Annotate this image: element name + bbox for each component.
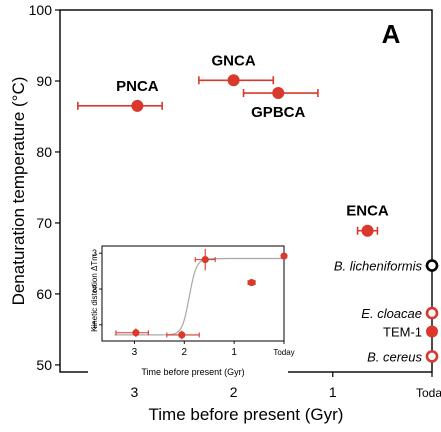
main-points: PNCA GNCA GPBCA ENCA B. licheniformis E. cloa… xyxy=(77,52,439,364)
point-label: TEM-1 xyxy=(383,325,422,340)
x-tick-label: 3 xyxy=(131,384,139,400)
panel-label: A xyxy=(382,19,401,49)
inset-y-axis-label: Kinetic distortion ΔTm xyxy=(90,254,99,332)
inset-y-tick-label: 3 xyxy=(92,248,97,258)
inset-x-tick-label: Today xyxy=(273,348,294,357)
main-y-axis-label: Denaturation temperature (°C) xyxy=(9,77,28,306)
y-tick-label: 70 xyxy=(36,215,52,231)
point-marker xyxy=(425,259,439,272)
point-marker xyxy=(425,306,439,320)
point-label: PNCA xyxy=(116,78,159,95)
main-x-axis-label: Time before present (Gyr) xyxy=(149,405,344,424)
point-marker xyxy=(131,99,144,112)
x-tick-label: 1 xyxy=(329,384,337,400)
point-label: E. cloacae xyxy=(361,306,422,321)
inset-data-point-2 xyxy=(166,330,200,340)
y-tick-label: 60 xyxy=(36,286,52,302)
inset-data-point-4 xyxy=(247,278,256,287)
point-label: B. cereus xyxy=(367,349,422,364)
data-point-b-licheniformis: B. licheniformis xyxy=(334,259,439,274)
data-point-gnca: GNCA xyxy=(198,52,275,87)
inset-fit-curve xyxy=(114,257,284,336)
inset-point-marker xyxy=(247,278,256,287)
inset-data-point-5 xyxy=(280,252,288,260)
inset-x-tick-label: 3 xyxy=(132,347,138,358)
data-point-pnca: PNCA xyxy=(77,78,163,112)
point-marker xyxy=(272,87,285,100)
inset-point-marker xyxy=(178,331,186,339)
point-marker xyxy=(425,350,439,363)
data-point-e-cloacae: E. cloacae xyxy=(361,306,439,321)
point-marker xyxy=(426,325,438,338)
point-label: ENCA xyxy=(346,203,389,220)
inset-data-point-1 xyxy=(115,328,149,338)
point-marker xyxy=(227,74,240,87)
inset-x-axis-label: Time before present (Gyr) xyxy=(141,367,244,377)
y-tick-label: 80 xyxy=(36,144,52,160)
point-label: B. licheniformis xyxy=(334,259,423,274)
y-tick-label: 50 xyxy=(36,357,52,373)
inset-points xyxy=(115,248,288,340)
data-point-b-cereus: B. cereus xyxy=(367,349,439,364)
inset-y-tick-label: 1 xyxy=(92,320,97,330)
inset-y-ticks: 1 2 3 xyxy=(92,248,102,330)
data-point-enca: ENCA xyxy=(346,203,389,237)
point-label: GPBCA xyxy=(251,104,305,121)
inset-fit-line xyxy=(114,257,284,336)
inset-x-ticks: 3 2 1 Today xyxy=(132,341,295,358)
inset-point-marker xyxy=(280,252,288,260)
y-tick-label: 90 xyxy=(36,73,52,89)
inset-data-point-3 xyxy=(194,248,216,271)
inset-point-marker xyxy=(201,256,209,264)
point-label: GNCA xyxy=(212,52,256,69)
data-point-tem-1: TEM-1 xyxy=(383,325,438,340)
main-y-ticks: 50 60 70 80 90 100 xyxy=(29,2,60,373)
inset-point-marker xyxy=(132,329,140,337)
x-tick-label: 2 xyxy=(230,384,238,400)
inset-x-tick-label: 2 xyxy=(181,347,187,358)
main-x-ticks: 3 2 1 Today xyxy=(131,372,441,400)
point-marker xyxy=(361,224,374,237)
y-tick-label: 100 xyxy=(29,2,53,18)
x-tick-label: Today xyxy=(416,386,441,400)
inset-x-tick-label: 1 xyxy=(231,347,237,358)
inset-y-tick-label: 2 xyxy=(92,284,97,294)
data-point-gpbca: GPBCA xyxy=(242,87,319,121)
inset-plot-frame xyxy=(101,245,285,342)
